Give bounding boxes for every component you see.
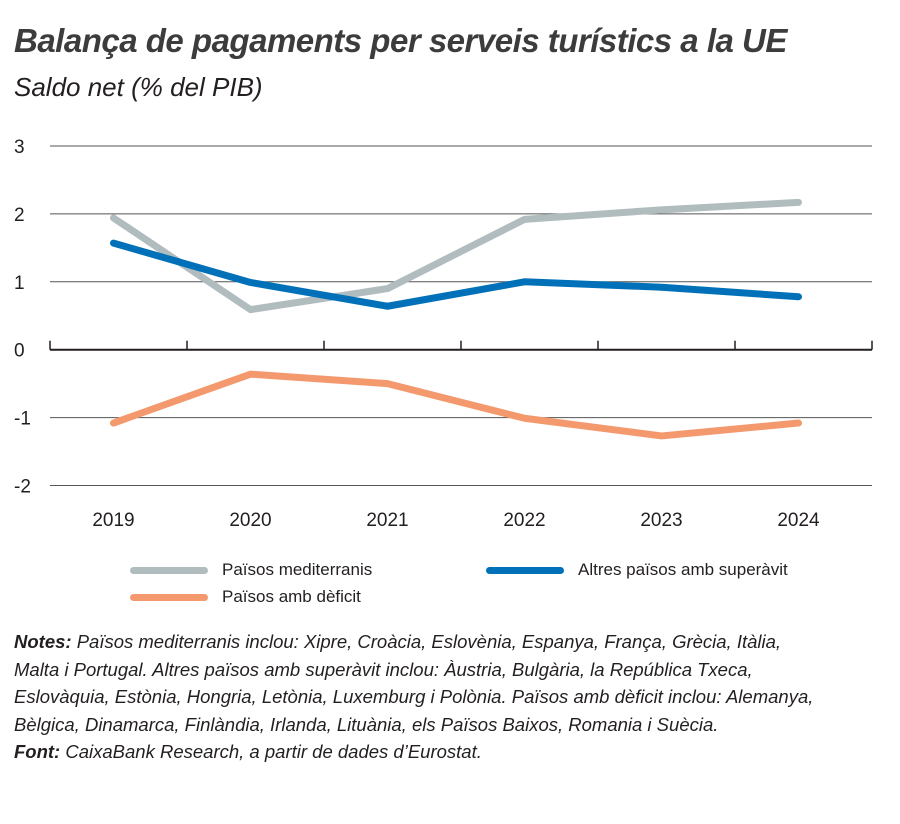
x-tick-label: 2021 [366, 510, 408, 531]
y-tick-label: 1 [14, 273, 25, 294]
x-tick-label: 2024 [777, 510, 820, 531]
legend-item-mediterranean: Països mediterranis [130, 560, 372, 580]
legend-item-deficit: Països amb dèficit [130, 587, 361, 607]
legend-label: Altres països amb superàvit [578, 560, 788, 579]
x-tick-label: 2022 [503, 510, 545, 531]
notes: Notes: Països mediterranis inclou: Xipre… [14, 628, 814, 766]
y-tick-label: 2 [14, 205, 25, 226]
notes-label: Notes: [14, 631, 72, 652]
x-tick-label: 2023 [640, 510, 682, 531]
legend-swatch [130, 566, 208, 574]
legend-item-surplus: Altres països amb superàvit [486, 560, 788, 580]
x-tick-label: 2020 [229, 510, 271, 531]
x-tick-label: 2019 [92, 510, 134, 531]
series-line-0 [110, 198, 802, 314]
line-chart: 3 2 1 0 -1 -2 2019 2020 2021 2022 2023 2024 [14, 137, 873, 531]
y-tick-label: 3 [14, 137, 25, 158]
legend-swatch [130, 593, 208, 601]
source-text: CaixaBank Research, a partir de dades d’… [60, 741, 482, 762]
series-line-1 [110, 239, 802, 310]
legend-label: Països amb dèficit [222, 587, 361, 606]
y-tick-label: -2 [14, 477, 31, 498]
series-line-2 [110, 370, 802, 440]
chart-title: Balança de pagaments per serveis turísti… [14, 22, 787, 59]
notes-text: Països mediterranis inclou: Xipre, Croàc… [14, 631, 814, 735]
legend-label: Països mediterranis [222, 560, 373, 579]
chart-subtitle: Saldo net (% del PIB) [14, 72, 263, 102]
y-tick-label: -1 [14, 409, 31, 430]
source-label: Font: [14, 741, 61, 762]
y-tick-label: 0 [14, 341, 25, 362]
legend-swatch [486, 566, 564, 574]
